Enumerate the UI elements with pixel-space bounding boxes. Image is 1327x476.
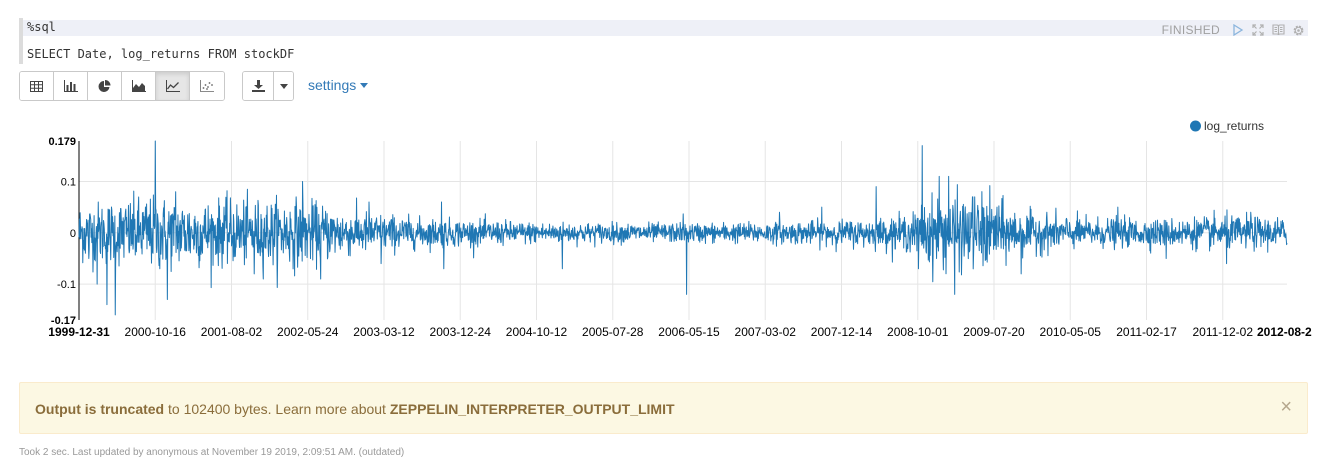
paragraph-footer: Took 2 sec. Last updated by anonymous at…	[19, 447, 405, 458]
code-line-1[interactable]: %sql	[27, 20, 56, 34]
series-line-log-returns	[78, 140, 1288, 316]
bar-chart-icon	[63, 80, 78, 92]
x-tick-label: 2007-12-14	[811, 325, 873, 339]
output-truncated-alert: Output is truncated to 102400 bytes. Lea…	[19, 382, 1308, 434]
caret-down-icon	[360, 83, 369, 88]
book-icon[interactable]	[1268, 22, 1288, 38]
settings-label: settings	[308, 77, 357, 93]
x-tick-label: 2006-05-15	[658, 325, 720, 339]
x-tick-label: 2000-10-16	[125, 325, 187, 339]
y-tick-label: 0.179	[48, 136, 76, 148]
pie-chart-icon	[98, 79, 111, 92]
x-tick-label: 2007-03-02	[735, 325, 797, 339]
download-button[interactable]	[243, 72, 274, 100]
y-tick-label: -0.17	[51, 315, 76, 327]
gear-icon[interactable]	[1288, 22, 1308, 38]
table-view-button[interactable]	[20, 72, 54, 100]
paragraph-controls: FINISHED	[1162, 21, 1308, 39]
table-icon	[30, 80, 43, 92]
expand-icon[interactable]	[1248, 22, 1268, 38]
editor-active-line	[23, 20, 1308, 36]
paragraph-editor[interactable]: %sql SELECT Date, log_returns FROM stock…	[19, 18, 1308, 64]
x-tick-label: 2009-07-20	[963, 325, 1025, 339]
line-chart-icon	[165, 80, 180, 92]
scatter-chart-icon	[200, 80, 214, 92]
settings-dropdown[interactable]: settings	[308, 77, 369, 93]
x-tick-label: 2008-10-01	[887, 325, 949, 339]
x-tick-label: 1999-12-31	[48, 325, 110, 339]
editor-gutter	[19, 18, 23, 64]
x-axis: 1999-12-31 2000-10-16 2001-08-02 2002-05-24…	[48, 325, 1312, 339]
x-tick-label: 2002-05-24	[277, 325, 339, 339]
alert-text: to 102400 bytes. Learn more about	[164, 401, 390, 417]
code-line-2[interactable]: SELECT Date, log_returns FROM stockDF	[27, 47, 295, 61]
alert-lead: Output is truncated	[35, 401, 165, 417]
line-chart-button[interactable]	[156, 72, 190, 100]
caret-down-icon	[279, 83, 288, 89]
area-chart-icon	[131, 80, 146, 92]
legend-label: log_returns	[1204, 119, 1264, 133]
legend-marker	[1190, 120, 1201, 132]
x-tick-label: 2011-02-17	[1116, 325, 1177, 339]
download-icon	[251, 80, 265, 92]
pie-chart-button[interactable]	[88, 72, 122, 100]
close-icon[interactable]: ×	[1280, 396, 1292, 418]
x-tick-label: 2012-08-2	[1257, 325, 1312, 339]
chart-type-toolbar	[19, 71, 225, 101]
area-chart-button[interactable]	[122, 72, 156, 100]
x-tick-label: 2004-10-12	[506, 325, 568, 339]
y-tick-label: 0	[70, 228, 76, 240]
x-tick-label: 2003-12-24	[430, 325, 492, 339]
run-icon[interactable]	[1228, 22, 1248, 38]
bar-chart-button[interactable]	[54, 72, 88, 100]
x-tick-label: 2001-08-02	[201, 325, 263, 339]
status-label: FINISHED	[1161, 23, 1220, 37]
download-button-group	[242, 71, 294, 101]
y-axis: 0.179 0.1 0 -0.1 -0.17	[48, 136, 80, 327]
download-options-button[interactable]	[274, 72, 293, 100]
x-tick-label: 2011-12-02	[1193, 325, 1254, 339]
scatter-chart-button[interactable]	[190, 72, 224, 100]
x-tick-label: 2010-05-05	[1040, 325, 1102, 339]
y-tick-label: -0.1	[57, 279, 76, 291]
alert-message: Output is truncated to 102400 bytes. Lea…	[35, 401, 675, 417]
alert-link-setting[interactable]: ZEPPELIN_INTERPRETER_OUTPUT_LIMIT	[389, 401, 675, 417]
x-tick-label: 2005-07-28	[582, 325, 644, 339]
line-chart: 0.179 0.1 0 -0.1 -0.17 1999-12-31 2000-10-16 2…	[48, 119, 1312, 339]
y-tick-label: 0.1	[61, 177, 76, 189]
x-tick-label: 2003-03-12	[353, 325, 415, 339]
chart-legend[interactable]: log_returns	[1190, 119, 1264, 133]
